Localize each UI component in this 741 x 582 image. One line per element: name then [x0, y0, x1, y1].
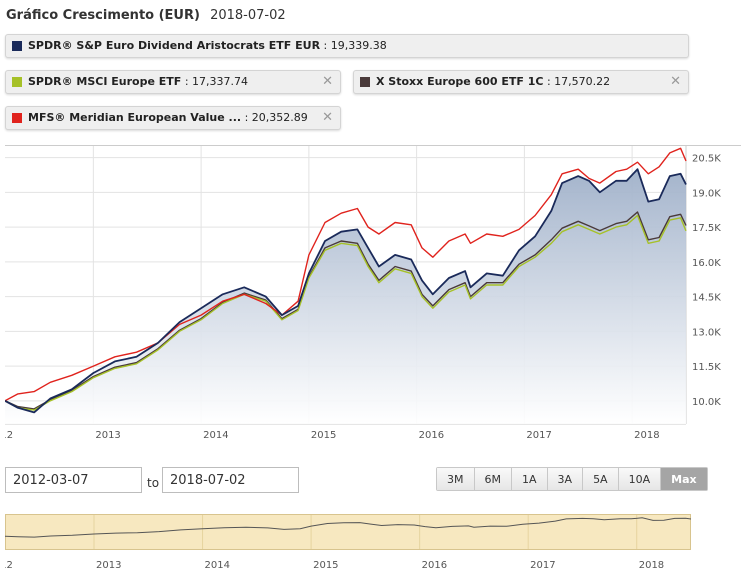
range-max-button[interactable]: Max [661, 468, 707, 490]
x-tick-label: 2015 [311, 430, 336, 441]
legend-name: X Stoxx Europe 600 ETF 1C [376, 75, 544, 88]
navigator-tick-label: 2016 [422, 560, 447, 571]
close-icon[interactable]: ✕ [322, 110, 333, 125]
range-navigator-svg [4, 514, 692, 550]
chart-header: Gráfico Crescimento (EUR) 2018-07-02 [6, 8, 286, 23]
x-tick-label: 2017 [526, 430, 551, 441]
chart-date: 2018-07-02 [210, 8, 286, 23]
legend-name: SPDR® S&P Euro Dividend Aristocrats ETF … [28, 39, 321, 52]
navigator-tick-label: 2012 [5, 560, 13, 571]
to-date-input[interactable] [162, 467, 299, 493]
y-tick-label: 11.5K [692, 362, 721, 373]
legend-swatch [12, 77, 22, 87]
range-3m-button[interactable]: 3M [437, 468, 475, 490]
navigator-tick-label: 2015 [313, 560, 338, 571]
y-tick-label: 19.0K [692, 188, 721, 199]
range-1a-button[interactable]: 1A [512, 468, 548, 490]
legend-item-mfs[interactable]: MFS® Meridian European Value ... : 20,35… [5, 106, 341, 130]
range-navigator[interactable] [4, 514, 692, 550]
x-tick-label: 2014 [203, 430, 228, 441]
close-icon[interactable]: ✕ [322, 74, 333, 89]
y-tick-label: 14.5K [692, 293, 721, 304]
legend-swatch [12, 113, 22, 123]
series-line [4, 214, 687, 411]
navigator-tick-label: 2017 [530, 560, 555, 571]
legend-swatch [12, 41, 22, 51]
growth-chart[interactable]: 10.0K 11.5K 13.0K 14.5K 16.0K 17.5K 19.0K 20.5K… [0, 145, 741, 445]
range-10a-button[interactable]: 10A [618, 468, 662, 490]
x-tick-label: 2013 [95, 430, 120, 441]
from-date-input[interactable] [5, 467, 142, 493]
x-tick-label: 2016 [419, 430, 444, 441]
range-selector: 3M 6M 1A 3A 5A 10A Max [436, 467, 708, 491]
legend-value: : 20,352.89 [244, 111, 308, 124]
range-6m-button[interactable]: 6M [474, 468, 512, 490]
legend-swatch [360, 77, 370, 87]
to-label: to [147, 476, 160, 490]
growth-chart-svg: 10.0K 11.5K 13.0K 14.5K 16.0K 17.5K 19.0K 20.5K… [0, 146, 721, 441]
y-tick-label: 17.5K [692, 223, 721, 234]
range-5a-button[interactable]: 5A [583, 468, 619, 490]
legend-name: MFS® Meridian European Value ... [28, 111, 242, 124]
series-area [5, 169, 686, 424]
navigator-background [5, 514, 691, 550]
legend-value: : 19,339.38 [323, 39, 387, 52]
x-tick-label: 2012 [5, 430, 13, 441]
navigator-tick-label: 2018 [639, 560, 664, 571]
legend-item-spdr-sp-euro[interactable]: SPDR® S&P Euro Dividend Aristocrats ETF … [5, 34, 689, 58]
legend-item-xstoxx[interactable]: X Stoxx Europe 600 ETF 1C : 17,570.22 ✕ [353, 70, 689, 94]
navigator-tick-label: 2013 [96, 560, 121, 571]
legend-name: SPDR® MSCI Europe ETF [28, 75, 182, 88]
legend-value: : 17,570.22 [546, 75, 611, 88]
close-icon[interactable]: ✕ [670, 74, 681, 89]
legend-item-spdr-msci[interactable]: SPDR® MSCI Europe ETF : 17,337.74 ✕ [5, 70, 341, 94]
range-3a-button[interactable]: 3A [547, 468, 584, 490]
y-tick-label: 10.0K [692, 397, 721, 408]
legend-value: : 17,337.74 [184, 75, 248, 88]
navigator-axis: 2012 2013 2014 2015 2016 2017 2018 [5, 560, 664, 571]
x-tick-label: 2018 [634, 430, 659, 441]
series-line [4, 147, 687, 402]
y-tick-label: 16.0K [692, 258, 721, 269]
chart-title: Gráfico Crescimento (EUR) [6, 8, 200, 23]
navigator-series-line [4, 517, 692, 538]
series-line [4, 168, 687, 414]
y-tick-label: 20.5K [692, 154, 721, 165]
y-tick-label: 13.0K [692, 327, 721, 338]
series-line [4, 211, 687, 410]
navigator-tick-label: 2014 [205, 560, 230, 571]
